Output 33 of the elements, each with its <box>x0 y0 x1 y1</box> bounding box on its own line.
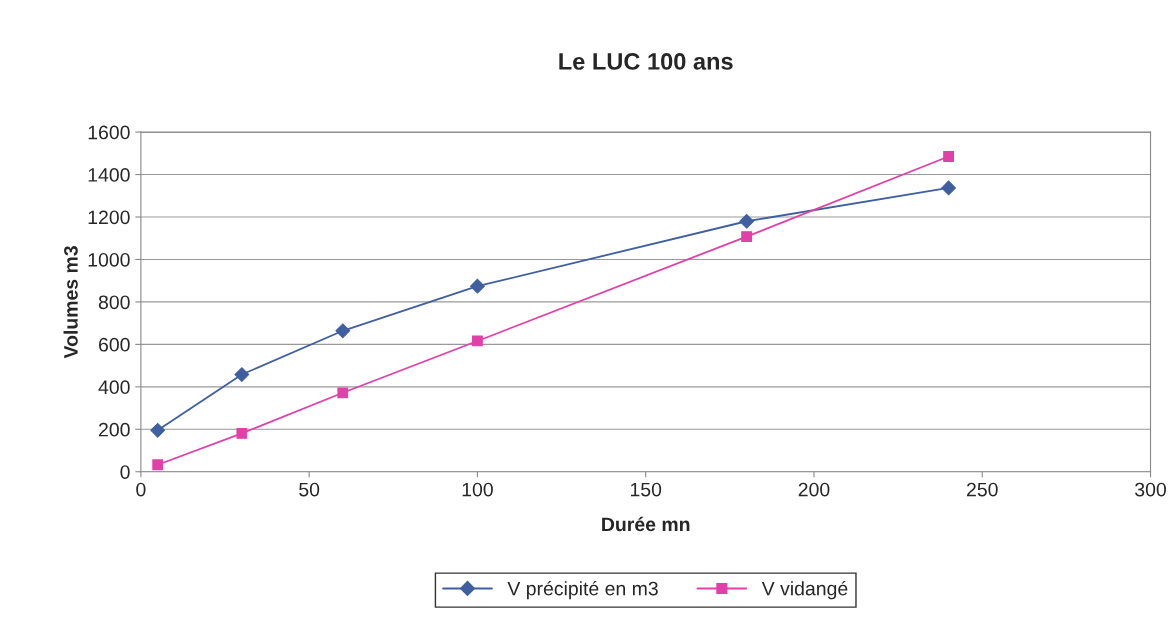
x-tick-label: 200 <box>798 482 830 497</box>
x-tick-label: 300 <box>1135 482 1166 497</box>
point <box>335 323 351 339</box>
point <box>337 387 349 399</box>
y-tick-label: 400 <box>98 380 130 395</box>
y-tick-label: 1400 <box>88 168 130 182</box>
point <box>150 422 166 438</box>
x-tick-label: 150 <box>630 482 662 497</box>
point <box>741 231 753 242</box>
legend-label: V vidangé <box>761 580 848 600</box>
y-tick-label: 1000 <box>88 252 130 267</box>
point <box>234 367 250 382</box>
y-axis-title: Volumes m3 <box>63 246 78 359</box>
point <box>152 459 164 471</box>
x-tick-label: 250 <box>967 482 998 497</box>
point <box>472 335 483 347</box>
x-tick-label: 0 <box>136 482 146 497</box>
legend-label: V précipité en m3 <box>507 580 658 600</box>
x-axis-title: Durée mn <box>602 516 690 532</box>
point <box>470 278 485 294</box>
y-tick-label: 0 <box>120 465 130 479</box>
y-tick-label: 600 <box>99 337 130 352</box>
point <box>236 427 248 439</box>
chart-title: Le LUC 100 ans <box>559 53 733 70</box>
x-tick-label: 50 <box>299 482 320 497</box>
point <box>943 151 954 162</box>
y-tick-label: 1200 <box>88 210 130 225</box>
x-tick-label: 100 <box>462 482 493 497</box>
point <box>739 213 755 229</box>
point <box>941 180 956 196</box>
y-tick-label: 200 <box>99 422 130 437</box>
y-tick-label: 800 <box>98 295 130 310</box>
y-tick-label: 1600 <box>88 125 130 140</box>
